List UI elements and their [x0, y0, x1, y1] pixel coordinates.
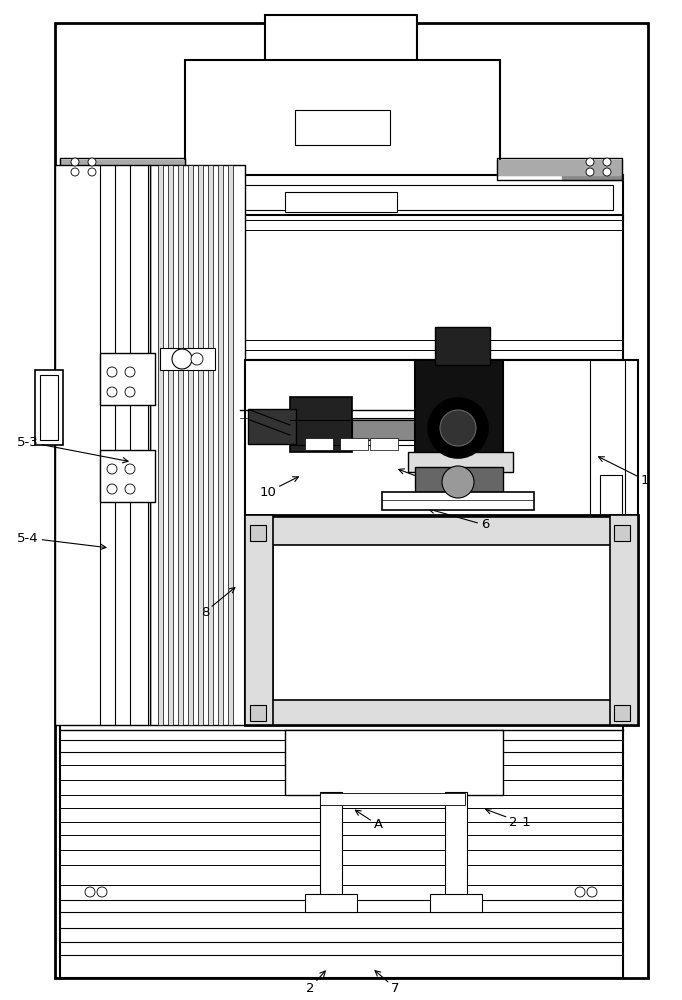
Bar [245, 517, 638, 545]
Text: 3: 3 [442, 492, 489, 512]
Circle shape [603, 158, 611, 166]
Circle shape [191, 353, 203, 365]
Circle shape [107, 387, 117, 397]
Bar [55, 165, 150, 725]
Bar [295, 110, 390, 145]
Bar [218, 165, 223, 725]
Bar [408, 452, 513, 472]
Bar [208, 165, 213, 725]
Text: 9: 9 [399, 469, 436, 488]
Bar [198, 165, 203, 725]
Bar [305, 438, 333, 450]
Circle shape [85, 887, 95, 897]
Bar [35, 370, 63, 445]
Bar [370, 438, 398, 450]
Bar [245, 515, 638, 725]
Circle shape [575, 887, 585, 897]
Bar [178, 165, 183, 725]
Bar [160, 348, 215, 370]
Text: 7: 7 [375, 971, 399, 994]
Circle shape [586, 168, 594, 176]
Bar [285, 192, 397, 212]
Bar [40, 375, 58, 440]
Circle shape [587, 887, 597, 897]
Circle shape [125, 464, 135, 474]
Bar [248, 409, 296, 444]
Bar [382, 492, 534, 510]
Bar [415, 360, 503, 460]
Bar [100, 450, 155, 502]
Polygon shape [562, 175, 622, 180]
Text: 10: 10 [260, 477, 299, 498]
Circle shape [125, 387, 135, 397]
Circle shape [97, 887, 107, 897]
Bar [168, 165, 173, 725]
Bar [60, 175, 623, 220]
Circle shape [107, 367, 117, 377]
Circle shape [172, 349, 192, 369]
Circle shape [603, 168, 611, 176]
Text: 5-4: 5-4 [17, 532, 106, 549]
Bar [415, 467, 503, 495]
Bar [245, 515, 273, 725]
Circle shape [442, 466, 474, 498]
Bar [497, 158, 622, 180]
Bar [590, 360, 625, 645]
Bar [290, 397, 352, 452]
Bar [265, 15, 417, 70]
Text: 2: 2 [306, 971, 325, 994]
Circle shape [107, 464, 117, 474]
Bar [245, 700, 638, 725]
Bar [185, 60, 500, 180]
Circle shape [88, 168, 96, 176]
Text: 1: 1 [599, 457, 649, 487]
Bar [188, 165, 193, 725]
Polygon shape [60, 160, 185, 175]
Bar [320, 793, 465, 805]
Text: 6: 6 [429, 508, 489, 532]
Bar [614, 705, 630, 721]
Bar [610, 515, 638, 725]
Circle shape [125, 367, 135, 377]
Polygon shape [60, 175, 120, 180]
Text: 2-1: 2-1 [486, 809, 531, 828]
Bar [100, 353, 155, 405]
Bar [60, 215, 623, 360]
Bar [250, 705, 266, 721]
Bar [60, 158, 185, 180]
Text: 8: 8 [201, 588, 235, 618]
Bar [614, 525, 630, 541]
Text: 5-3: 5-3 [17, 436, 128, 463]
Text: A: A [355, 810, 383, 832]
Bar [445, 792, 467, 900]
Circle shape [107, 484, 117, 494]
Circle shape [88, 158, 96, 166]
Circle shape [586, 158, 594, 166]
Circle shape [428, 398, 488, 458]
Bar [250, 525, 266, 541]
Polygon shape [497, 160, 622, 175]
Bar [320, 792, 342, 900]
Text: 4: 4 [416, 448, 476, 468]
Bar [600, 475, 622, 520]
Bar [228, 165, 233, 725]
Bar [305, 894, 357, 912]
Bar [352, 418, 417, 440]
Bar [245, 360, 638, 725]
Circle shape [71, 168, 79, 176]
Bar [285, 730, 503, 795]
Bar [158, 165, 163, 725]
Bar [150, 165, 245, 725]
Bar [70, 185, 613, 210]
Circle shape [125, 484, 135, 494]
Bar [55, 23, 648, 978]
Bar [600, 572, 622, 602]
Bar [340, 438, 368, 450]
Bar [60, 720, 623, 978]
Circle shape [440, 410, 476, 446]
Bar [435, 327, 490, 365]
Bar [430, 894, 482, 912]
Circle shape [71, 158, 79, 166]
